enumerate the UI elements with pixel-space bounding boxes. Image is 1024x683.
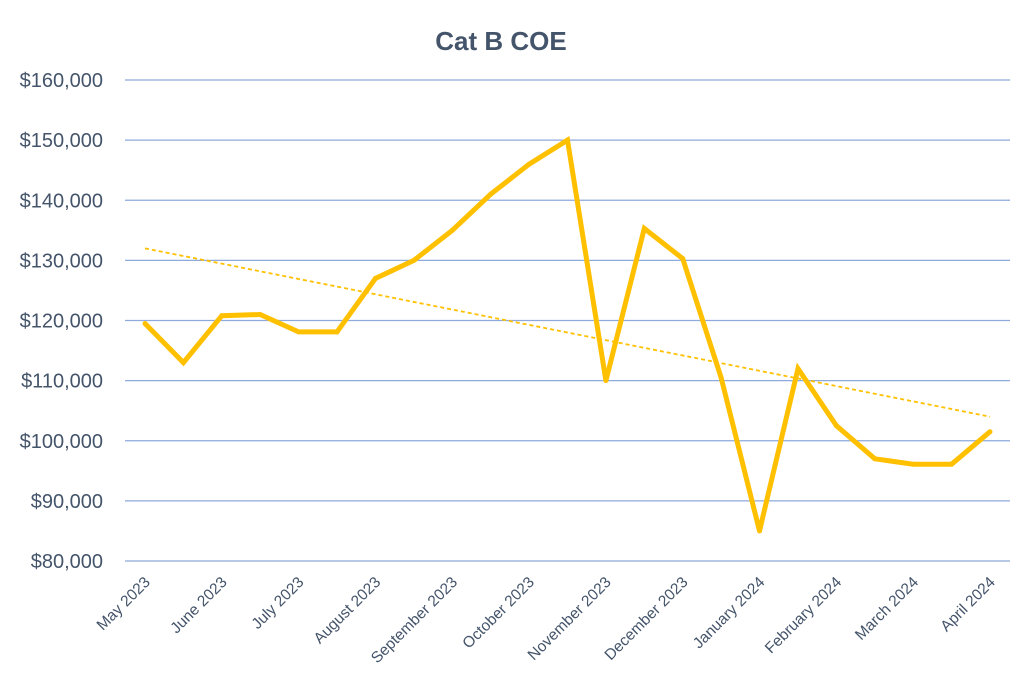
x-tick-label: July 2023 [249,574,308,633]
data-point [334,329,340,335]
data-point [142,321,148,327]
data-point [757,528,763,534]
data-point [949,461,955,467]
x-tick-label: October 2023 [459,574,537,652]
data-point [372,275,378,281]
series-line [143,135,992,532]
y-tick-label: $90,000 [31,491,103,513]
y-tick-label: $160,000 [20,70,103,92]
data-point [872,456,878,462]
chart-title: Cat B COE [435,26,566,56]
data-point [987,429,993,435]
data-point [718,375,724,381]
y-axis-tick-labels: $80,000 $90,000 $100,000 $110,000 $120,000 $1… [20,70,103,573]
data-point [449,227,455,233]
y-tick-label: $140,000 [20,190,103,212]
data-point [296,329,302,335]
y-tick-label: $80,000 [31,551,103,573]
x-tick-label: June 2023 [167,574,230,637]
data-point [488,191,494,197]
data-point [526,161,532,167]
x-tick-label: March 2024 [852,574,922,644]
x-tick-label: August 2023 [311,574,385,648]
data-point [411,257,417,263]
x-tick-label: December 2023 [602,574,692,664]
data-point [680,256,686,262]
data-point [795,366,801,372]
y-tick-label: $100,000 [20,431,103,453]
data-point [565,137,570,143]
data-points [142,137,993,534]
trendline [144,247,991,418]
data-point [910,461,916,467]
x-tick-label: April 2024 [937,574,999,636]
x-tick-label: January 2024 [690,574,769,653]
x-axis-tick-labels: May 2023 June 2023 July 2023 August 2023Sep… [94,574,999,667]
y-tick-label: $150,000 [20,130,103,152]
x-tick-label: November 2023 [525,574,615,664]
data-point [833,423,839,429]
y-tick-label: $120,000 [20,311,103,333]
data-point [219,313,225,319]
y-tick-label: $130,000 [20,250,103,272]
data-point [603,378,609,384]
y-tick-label: $110,000 [21,371,103,393]
x-tick-label: February 2024 [762,574,846,658]
x-tick-label: May 2023 [94,574,154,634]
data-point [257,311,263,317]
data-point [641,226,647,232]
data-point [180,360,186,366]
